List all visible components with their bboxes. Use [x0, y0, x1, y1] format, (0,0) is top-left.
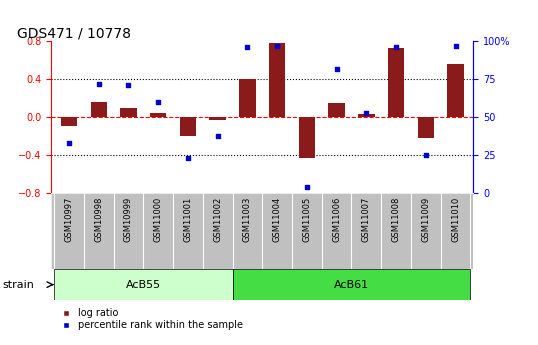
Text: AcB61: AcB61: [334, 280, 369, 289]
Point: [362, 110, 371, 116]
Text: GSM11007: GSM11007: [362, 197, 371, 243]
Text: GSM11006: GSM11006: [332, 197, 341, 243]
Bar: [417, 117, 434, 138]
Bar: [269, 43, 285, 117]
Text: GSM10997: GSM10997: [65, 197, 74, 243]
Text: GSM11008: GSM11008: [392, 197, 401, 243]
Bar: [358, 114, 374, 117]
Text: GSM11003: GSM11003: [243, 197, 252, 243]
Point: [302, 184, 311, 190]
Point: [332, 66, 341, 71]
Point: [392, 45, 400, 50]
Point: [94, 81, 103, 87]
Text: GSM11002: GSM11002: [213, 197, 222, 242]
Bar: [150, 112, 166, 117]
Point: [154, 99, 162, 105]
Bar: [121, 108, 137, 117]
Point: [183, 156, 192, 161]
Bar: [54, 269, 232, 300]
Text: GSM11005: GSM11005: [302, 197, 312, 242]
Bar: [180, 117, 196, 136]
Text: GSM11004: GSM11004: [273, 197, 282, 242]
Text: GSM10999: GSM10999: [124, 197, 133, 242]
Bar: [209, 117, 226, 120]
Point: [451, 43, 460, 49]
Point: [124, 83, 133, 88]
Text: GSM10998: GSM10998: [94, 197, 103, 243]
Text: AcB55: AcB55: [126, 280, 161, 289]
Point: [65, 140, 73, 146]
Point: [273, 43, 281, 49]
Bar: [90, 102, 107, 117]
Bar: [232, 269, 470, 300]
Bar: [299, 117, 315, 158]
Text: GDS471 / 10778: GDS471 / 10778: [17, 26, 131, 40]
Text: GSM11000: GSM11000: [154, 197, 162, 242]
Bar: [448, 64, 464, 117]
Point: [422, 152, 430, 158]
Bar: [388, 48, 404, 117]
Bar: [239, 79, 256, 117]
Text: GSM11001: GSM11001: [183, 197, 193, 242]
Text: GSM11009: GSM11009: [421, 197, 430, 242]
Text: GSM11010: GSM11010: [451, 197, 460, 242]
Legend: log ratio, percentile rank within the sample: log ratio, percentile rank within the sa…: [56, 308, 243, 330]
Point: [214, 133, 222, 138]
Point: [243, 45, 252, 50]
Bar: [329, 103, 345, 117]
Text: strain: strain: [3, 280, 34, 289]
Bar: [61, 117, 77, 126]
